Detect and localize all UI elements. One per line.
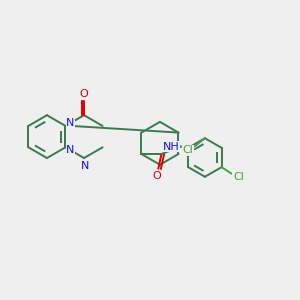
Text: N: N bbox=[66, 118, 74, 128]
Text: NH: NH bbox=[163, 142, 179, 152]
Text: O: O bbox=[152, 171, 161, 181]
Text: Cl: Cl bbox=[183, 145, 194, 155]
Text: N: N bbox=[81, 160, 90, 170]
Text: N: N bbox=[66, 145, 74, 155]
Text: O: O bbox=[80, 89, 88, 99]
Text: Cl: Cl bbox=[233, 172, 244, 182]
